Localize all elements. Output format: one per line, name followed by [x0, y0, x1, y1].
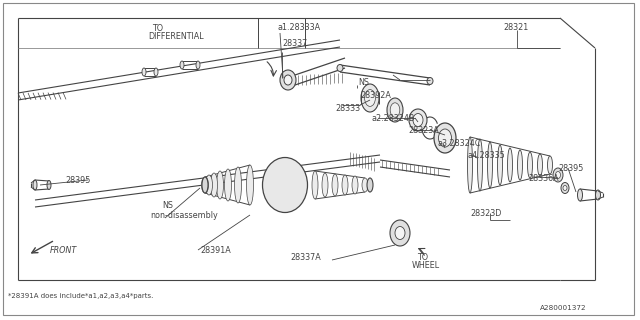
- Text: 28323D: 28323D: [470, 209, 501, 218]
- Ellipse shape: [488, 142, 493, 188]
- Ellipse shape: [262, 157, 307, 212]
- Text: 28391A: 28391A: [200, 245, 231, 254]
- Text: NS: NS: [162, 201, 173, 210]
- Ellipse shape: [538, 154, 543, 176]
- Ellipse shape: [413, 114, 423, 126]
- Ellipse shape: [434, 123, 456, 153]
- Ellipse shape: [337, 65, 343, 71]
- Ellipse shape: [395, 227, 405, 239]
- Ellipse shape: [547, 156, 552, 174]
- Ellipse shape: [390, 103, 400, 117]
- Ellipse shape: [47, 180, 51, 189]
- Ellipse shape: [280, 70, 296, 90]
- Text: non-disassembly: non-disassembly: [150, 211, 218, 220]
- Text: DIFFERENTIAL: DIFFERENTIAL: [148, 31, 204, 41]
- Text: a4.28335: a4.28335: [468, 150, 506, 159]
- Text: 28337: 28337: [282, 38, 307, 47]
- Text: 28395: 28395: [558, 164, 584, 172]
- Ellipse shape: [284, 75, 292, 85]
- Ellipse shape: [556, 172, 561, 179]
- Ellipse shape: [352, 176, 358, 194]
- Ellipse shape: [342, 175, 348, 195]
- Ellipse shape: [595, 190, 600, 200]
- Text: 28333: 28333: [335, 103, 360, 113]
- Ellipse shape: [365, 90, 376, 107]
- Text: 28392A: 28392A: [360, 91, 391, 100]
- Ellipse shape: [438, 129, 451, 147]
- Ellipse shape: [409, 109, 427, 131]
- Ellipse shape: [205, 175, 212, 195]
- Ellipse shape: [234, 167, 241, 203]
- Text: 28321: 28321: [503, 22, 528, 31]
- Text: 28337A: 28337A: [290, 253, 321, 262]
- Text: FRONT: FRONT: [50, 245, 77, 254]
- Ellipse shape: [561, 182, 569, 194]
- Ellipse shape: [497, 145, 502, 185]
- Text: 28323A: 28323A: [408, 125, 439, 134]
- Ellipse shape: [563, 186, 567, 190]
- Ellipse shape: [322, 173, 328, 197]
- Ellipse shape: [518, 150, 522, 180]
- Text: 28336A: 28336A: [528, 173, 559, 182]
- Ellipse shape: [527, 152, 532, 178]
- Ellipse shape: [246, 165, 253, 205]
- Ellipse shape: [367, 178, 373, 192]
- Ellipse shape: [196, 61, 200, 69]
- Ellipse shape: [312, 171, 318, 199]
- Ellipse shape: [362, 178, 368, 192]
- Ellipse shape: [216, 171, 223, 199]
- Text: a3.28324C: a3.28324C: [437, 139, 481, 148]
- Ellipse shape: [577, 189, 582, 201]
- Ellipse shape: [387, 98, 403, 122]
- Ellipse shape: [427, 77, 433, 84]
- Ellipse shape: [225, 169, 232, 201]
- Ellipse shape: [361, 84, 379, 112]
- Text: TO: TO: [152, 23, 163, 33]
- Ellipse shape: [33, 180, 37, 190]
- Text: a2.28324B: a2.28324B: [372, 114, 415, 123]
- Text: a1.28333A: a1.28333A: [278, 22, 321, 31]
- Ellipse shape: [202, 177, 208, 193]
- Ellipse shape: [211, 173, 218, 197]
- Ellipse shape: [477, 139, 483, 191]
- Ellipse shape: [553, 168, 563, 182]
- Text: A280001372: A280001372: [540, 305, 587, 311]
- Ellipse shape: [390, 220, 410, 246]
- Ellipse shape: [508, 148, 513, 182]
- Ellipse shape: [202, 177, 209, 193]
- Ellipse shape: [332, 174, 338, 196]
- Text: *28391A does include*a1,a2,a3,a4*parts.: *28391A does include*a1,a2,a3,a4*parts.: [8, 293, 154, 299]
- Text: TO: TO: [417, 252, 428, 261]
- Text: 28395: 28395: [65, 175, 90, 185]
- Ellipse shape: [154, 68, 158, 76]
- Ellipse shape: [142, 68, 146, 76]
- Text: NS: NS: [358, 77, 369, 86]
- Text: WHEEL: WHEEL: [412, 260, 440, 269]
- Ellipse shape: [467, 137, 472, 193]
- Ellipse shape: [180, 61, 184, 69]
